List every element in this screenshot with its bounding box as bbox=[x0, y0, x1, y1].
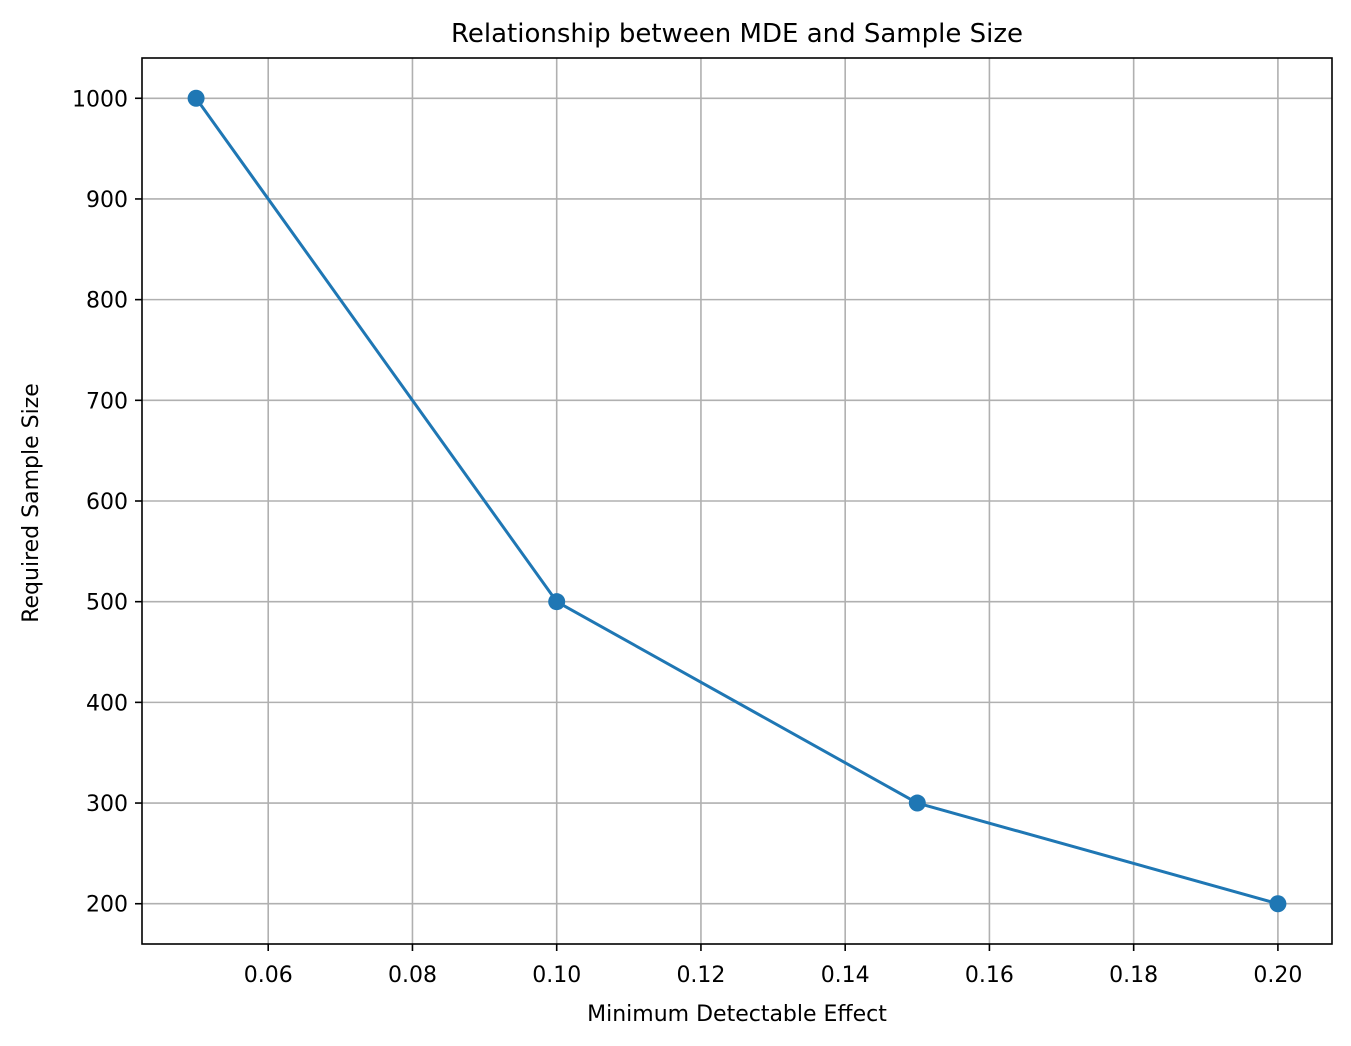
y-tick-label: 900 bbox=[86, 188, 128, 213]
x-tick-label: 0.20 bbox=[1253, 963, 1302, 988]
y-tick-label: 1000 bbox=[72, 87, 128, 112]
x-tick-label: 0.12 bbox=[676, 963, 725, 988]
x-tick-label: 0.08 bbox=[388, 963, 437, 988]
chart-title: Relationship between MDE and Sample Size bbox=[451, 19, 1023, 49]
y-tick-label: 400 bbox=[86, 691, 128, 716]
data-series bbox=[187, 89, 1287, 913]
x-axis: 0.06 0.08 0.10 0.12 0.14 0.16 0.18 0.20 bbox=[244, 944, 1302, 988]
y-axis-title: Required Sample Size bbox=[19, 383, 44, 623]
y-axis: 200 300 400 500 600 700 800 900 1000 bbox=[72, 87, 142, 918]
x-tick-label: 0.10 bbox=[532, 963, 581, 988]
data-point bbox=[908, 794, 926, 812]
y-tick-label: 600 bbox=[86, 490, 128, 515]
x-tick-label: 0.18 bbox=[1109, 963, 1158, 988]
data-point bbox=[1269, 895, 1287, 913]
x-tick-label: 0.16 bbox=[965, 963, 1014, 988]
y-tick-label: 800 bbox=[86, 289, 128, 314]
series-line bbox=[194, 97, 1279, 906]
grid-lines bbox=[142, 58, 1332, 944]
data-point bbox=[187, 89, 205, 107]
x-tick-label: 0.14 bbox=[821, 963, 870, 988]
y-tick-label: 300 bbox=[86, 792, 128, 817]
data-point bbox=[548, 593, 566, 611]
y-tick-label: 500 bbox=[86, 591, 128, 616]
y-tick-label: 200 bbox=[86, 893, 128, 918]
x-tick-label: 0.06 bbox=[244, 963, 293, 988]
y-tick-label: 700 bbox=[86, 389, 128, 414]
x-axis-title: Minimum Detectable Effect bbox=[587, 1002, 887, 1027]
